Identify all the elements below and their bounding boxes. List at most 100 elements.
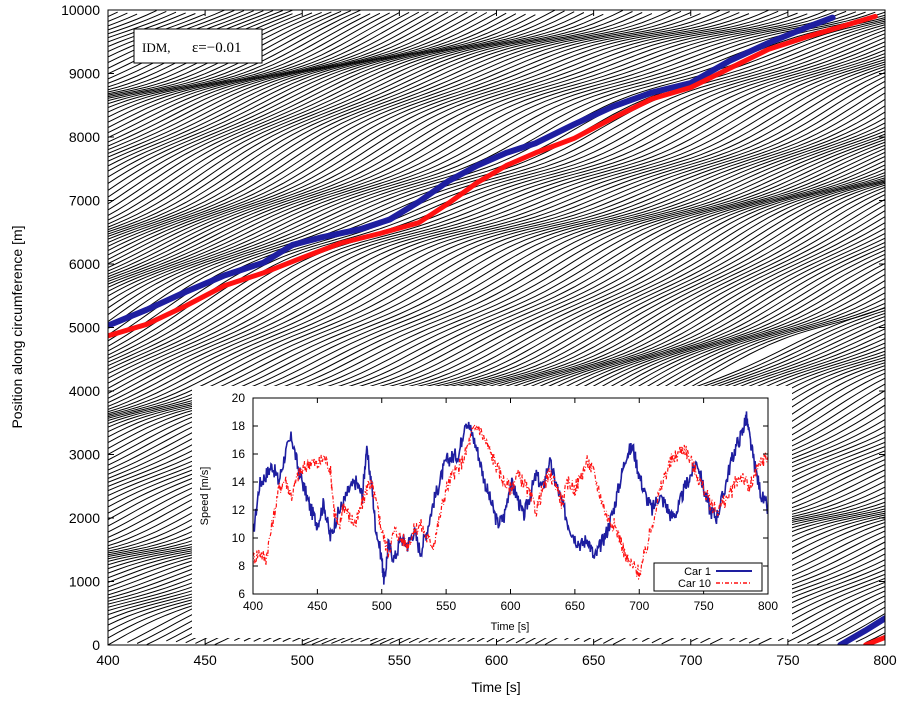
main-highlight-trajectories: [108, 13, 885, 645]
inset-speed-chart: 400 450 500 550 600 650 700 750 800 6 8 10 12 14 16 18 2…: [192, 386, 792, 638]
vehicle-trajectory: [108, 61, 885, 404]
inset-y-tick-label: 10: [232, 531, 246, 545]
vehicle-trajectory: [108, 12, 798, 282]
inset-x-tick-label: 700: [629, 599, 649, 613]
inset-background: [192, 386, 792, 638]
vehicle-trajectory: [108, 10, 769, 275]
vehicle-trajectory: [108, 10, 361, 108]
vehicle-trajectory: [108, 56, 885, 394]
vehicle-trajectory: [777, 586, 885, 642]
vehicle-trajectory: [108, 13, 526, 198]
vehicle-trajectory: [108, 63, 885, 407]
annotation-box: IDM, ε=−0.01: [133, 28, 263, 64]
vehicle-trajectory: [108, 10, 565, 216]
annotation-model: IDM,: [142, 40, 171, 55]
vehicle-trajectory: [108, 45, 885, 379]
vehicle-trajectory: [108, 10, 847, 297]
vehicle-trajectory: [108, 10, 721, 260]
vehicle-trajectory: [108, 49, 885, 384]
vehicle-trajectory: [108, 11, 789, 280]
y-tick-label: 6000: [69, 256, 100, 272]
vehicle-trajectory: [108, 12, 594, 228]
vehicle-trajectory: [108, 12, 507, 184]
inset-y-axis-label: Speed [m/s]: [199, 467, 211, 526]
vehicle-trajectory: [108, 13, 653, 240]
inset-legend: Car 1 Car 10: [653, 562, 763, 592]
vehicle-trajectory: [108, 12, 186, 43]
highlight-trajectory-wrap-1: [837, 615, 885, 645]
vehicle-trajectory: [108, 11, 730, 265]
vehicle-trajectory: [108, 13, 138, 27]
inset-y-tick-label: 18: [232, 419, 246, 433]
inset-y-tick-label: 6: [238, 587, 245, 601]
vehicle-trajectory: [108, 66, 885, 410]
inset-y-tick-label: 12: [232, 503, 246, 517]
vehicle-trajectory: [108, 11, 633, 235]
vehicle-trajectory: [108, 10, 779, 278]
vehicle-trajectory: [108, 18, 885, 342]
x-tick-label: 600: [485, 652, 509, 668]
y-tick-label: 10000: [61, 2, 100, 18]
vehicle-trajectory: [108, 11, 857, 303]
inset-x-tick-label: 450: [307, 599, 327, 613]
highlight-trajectory-wrap-2: [863, 634, 885, 645]
vehicle-trajectory: [108, 14, 536, 205]
x-tick-label: 750: [776, 652, 800, 668]
vehicle-trajectory: [108, 37, 885, 370]
vehicle-trajectory: [108, 13, 750, 272]
vehicle-trajectory: [108, 11, 420, 143]
legend-car10-label: Car 10: [678, 578, 711, 590]
vehicle-trajectory: [797, 595, 885, 644]
y-tick-label: 4000: [69, 383, 100, 399]
inset-x-tick-label: 600: [500, 599, 520, 613]
inset-series-lines: [253, 411, 768, 585]
vehicle-trajectory: [108, 10, 827, 288]
vehicle-trajectory: [108, 11, 458, 158]
vehicle-trajectory: [108, 11, 332, 99]
vehicle-trajectory: [108, 41, 885, 375]
annotation-epsilon: ε=−0.01: [192, 40, 241, 56]
vehicle-trajectory: [108, 11, 177, 39]
y-tick-label: 3000: [69, 447, 100, 463]
vehicle-trajectory: [108, 12, 497, 178]
vehicle-trajectory: [108, 12, 400, 134]
y-tick-label: 0: [92, 637, 100, 653]
vehicle-trajectory: [816, 606, 885, 645]
vehicle-trajectory: [787, 590, 885, 643]
vehicle-trajectory: [108, 11, 575, 221]
inset-x-tick-label: 650: [565, 599, 585, 613]
vehicle-trajectory: [108, 24, 885, 356]
vehicle-trajectory: [108, 11, 478, 167]
y-tick-label: 9000: [69, 66, 100, 82]
y-tick-label: 7000: [69, 193, 100, 209]
vehicle-trajectory: [108, 10, 157, 31]
vehicle-trajectory: [108, 12, 740, 269]
x-tick-label: 400: [96, 652, 120, 668]
vehicle-trajectory: [108, 11, 429, 147]
vehicle-trajectory: [108, 98, 885, 424]
vehicle-trajectory: [108, 80, 885, 418]
vehicle-trajectory: [108, 10, 556, 211]
vehicle-trajectory: [108, 53, 885, 389]
main-x-axis-label: Time [s]: [471, 679, 520, 695]
highlight-trajectory-1: [108, 14, 836, 329]
inset-y-tick-label: 8: [238, 559, 245, 573]
vehicle-trajectory: [108, 12, 381, 123]
vehicle-trajectory: [108, 29, 885, 363]
x-tick-label: 700: [679, 652, 703, 668]
y-tick-label: 8000: [69, 129, 100, 145]
vehicle-trajectory: [855, 626, 885, 643]
vehicle-trajectory: [108, 11, 410, 138]
vehicle-trajectory: [108, 11, 322, 98]
y-tick-label: 5000: [69, 320, 100, 336]
vehicle-trajectory: [108, 12, 128, 22]
vehicle-trajectory: [108, 12, 643, 237]
vehicle-trajectory: [108, 13, 604, 231]
x-tick-label: 450: [193, 652, 217, 668]
inset-x-axis-label: Time [s]: [491, 621, 530, 633]
vehicle-trajectory: [108, 10, 624, 233]
vehicle-trajectory: [108, 11, 449, 154]
vehicle-trajectory: [108, 72, 885, 415]
vehicle-trajectory: [108, 12, 585, 225]
